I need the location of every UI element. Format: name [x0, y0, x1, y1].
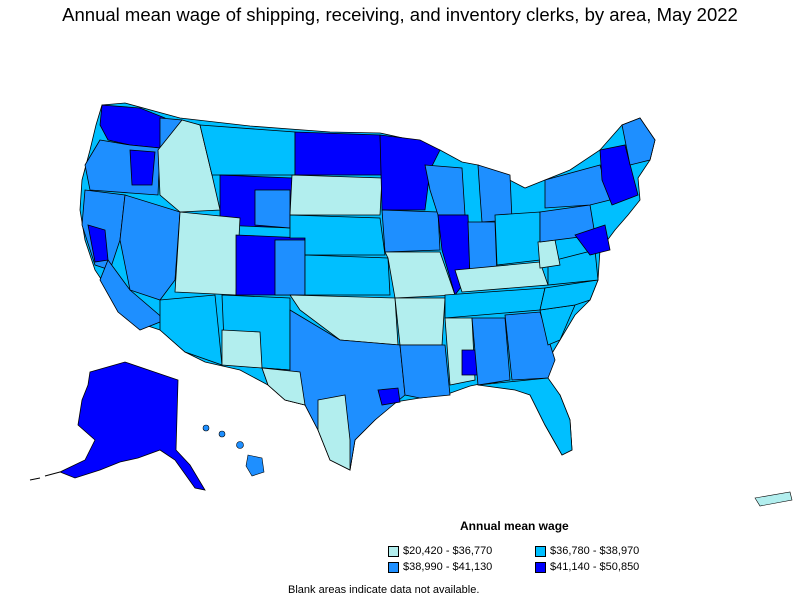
map-title: Annual mean wage of shipping, receiving,…: [62, 4, 738, 25]
legend-label-4: $41,140 - $50,850: [550, 561, 640, 573]
region-tx-houston: [377, 387, 401, 406]
legend-item-4: $41,140 - $50,850: [535, 561, 639, 573]
region-ut: [174, 211, 241, 296]
region-co-east: [274, 239, 306, 296]
legend-label-3: $38,990 - $41,130: [403, 561, 493, 573]
region-nj-md: [574, 224, 611, 256]
puerto-rico-shape: [754, 491, 793, 507]
legend-swatch-1: [388, 545, 399, 557]
region-ar: [394, 297, 446, 346]
hawaii: [202, 424, 265, 477]
region-mo: [384, 251, 456, 299]
alaska: [29, 361, 206, 491]
region-wy-south: [254, 189, 291, 229]
alaska-aleutians: [29, 471, 61, 481]
hawaii-maui: [236, 441, 244, 449]
region-az: [159, 294, 223, 366]
region-oh: [494, 211, 541, 266]
region-ks: [304, 254, 391, 296]
region-nc: [539, 279, 599, 311]
legend-item-3: $38,990 - $41,130: [388, 561, 492, 573]
region-va: [547, 249, 599, 286]
contiguous-us: [79, 102, 656, 471]
region-tx-west: [261, 367, 306, 406]
legend-item-2: $36,780 - $38,970: [535, 545, 639, 557]
legend-label-2: $36,780 - $38,970: [550, 545, 640, 557]
region-ny: [544, 164, 611, 209]
region-sd: [289, 174, 383, 216]
region-mi: [477, 164, 513, 223]
region-ga: [504, 311, 556, 381]
region-ia: [381, 209, 441, 253]
region-tx-south: [317, 394, 351, 471]
legend-swatch-3: [388, 561, 399, 573]
puerto-rico: [754, 491, 793, 507]
region-al: [471, 317, 511, 386]
region-nd: [294, 131, 383, 176]
legend-swatch-2: [535, 545, 546, 557]
legend-title: Annual mean wage: [460, 519, 569, 533]
hawaii-kauai: [202, 424, 210, 432]
region-mt: [199, 124, 296, 176]
region-nv: [119, 194, 181, 301]
alaska-shape: [59, 361, 206, 491]
legend-label-1: $20,420 - $36,770: [403, 545, 493, 557]
data-availability-note: Blank areas indicate data not available.: [288, 584, 480, 596]
region-fl: [477, 377, 573, 456]
region-me: [621, 117, 656, 166]
region-nm-south: [221, 329, 263, 369]
region-new-england: [599, 144, 639, 206]
hawaii-big-island: [245, 454, 265, 477]
hawaii-oahu: [218, 430, 226, 438]
legend-swatch-4: [535, 561, 546, 573]
region-or-central: [129, 149, 156, 186]
legend-item-1: $20,420 - $36,770: [388, 545, 492, 557]
region-la: [399, 344, 451, 399]
